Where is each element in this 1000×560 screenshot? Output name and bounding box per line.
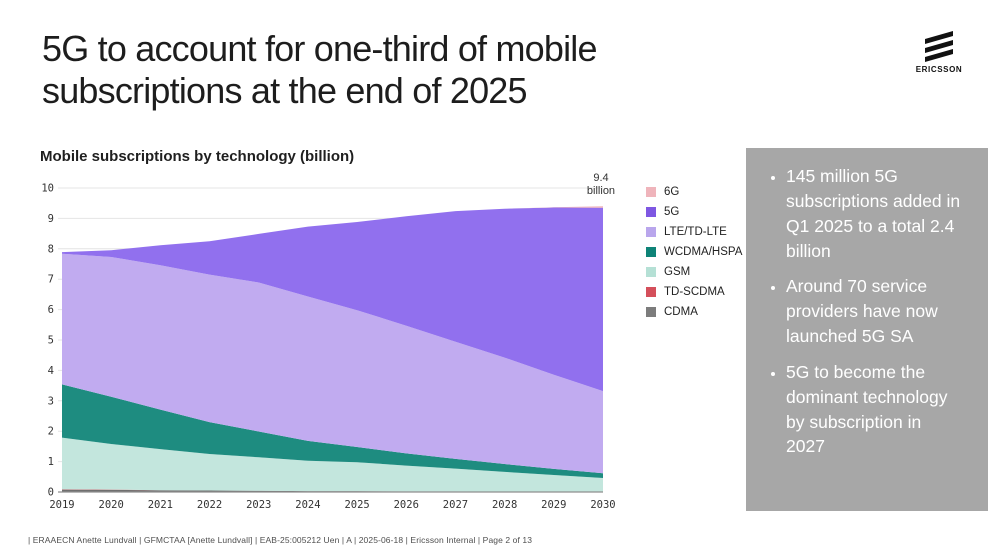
key-points-list: 145 million 5G subscriptions added in Q1…: [760, 164, 970, 459]
legend-swatch-icon: [646, 287, 656, 297]
area-series-lte-td-lte: [62, 253, 603, 474]
legend-swatch-icon: [646, 227, 656, 237]
key-point-item: 145 million 5G subscriptions added in Q1…: [786, 164, 962, 263]
area-series-5g: [62, 207, 603, 392]
svg-text:10: 10: [41, 183, 54, 195]
legend-item-6g: 6G: [646, 186, 742, 198]
area-series-wcdma-hspa: [62, 384, 603, 478]
svg-text:5: 5: [48, 335, 54, 347]
legend-label: CDMA: [664, 306, 698, 318]
legend-item-wcdma: WCDMA/HSPA: [646, 246, 742, 258]
svg-text:9: 9: [48, 213, 54, 225]
key-points-panel: 145 million 5G subscriptions added in Q1…: [746, 148, 988, 511]
svg-text:2019: 2019: [49, 499, 74, 511]
chart-title: Mobile subscriptions by technology (bill…: [40, 148, 355, 165]
logo-wordmark: ERICSSON: [915, 65, 963, 74]
svg-text:2021: 2021: [148, 499, 173, 511]
annotation-value: 9.4: [593, 172, 609, 184]
svg-text:2026: 2026: [394, 499, 419, 511]
svg-text:2028: 2028: [492, 499, 517, 511]
svg-text:3: 3: [48, 395, 54, 407]
ericsson-logo: ERICSSON: [906, 30, 972, 74]
svg-text:0: 0: [48, 487, 54, 499]
legend-label: 6G: [664, 186, 680, 198]
chart-legend: 6G 5G LTE/TD-LTE WCDMA/HSPA GSM TD-SCDMA…: [646, 186, 742, 326]
svg-text:2030: 2030: [590, 499, 615, 511]
svg-text:2024: 2024: [295, 499, 320, 511]
svg-text:2023: 2023: [246, 499, 271, 511]
slide-title: 5G to account for one-third of mobile su…: [42, 28, 598, 112]
key-point-item: Around 70 service providers have now lau…: [786, 274, 962, 349]
legend-label: TD-SCDMA: [664, 286, 725, 298]
key-point-item: 5G to become the dominant technology by …: [786, 360, 962, 459]
svg-text:2025: 2025: [344, 499, 369, 511]
ericsson-bars-icon: [925, 31, 953, 62]
legend-swatch-icon: [646, 307, 656, 317]
legend-label: LTE/TD-LTE: [664, 226, 727, 238]
legend-label: 5G: [664, 206, 680, 218]
legend-swatch-icon: [646, 247, 656, 257]
svg-text:8: 8: [48, 243, 54, 255]
legend-item-5g: 5G: [646, 206, 742, 218]
svg-text:2029: 2029: [541, 499, 566, 511]
svg-text:1: 1: [48, 456, 54, 468]
svg-text:6: 6: [48, 304, 54, 316]
legend-label: WCDMA/HSPA: [664, 246, 743, 258]
subscriptions-area-chart: 0 1 2 3 4 5 6 7 8 9 10 2019 2020 2021 2022 2023 2024 2025…: [41, 183, 615, 512]
legend-swatch-icon: [646, 207, 656, 217]
peak-value-annotation: 9.4 billion: [570, 172, 632, 198]
legend-label: GSM: [664, 266, 691, 278]
area-series-gsm: [62, 437, 603, 492]
chart-area: 0 1 2 3 4 5 6 7 8 9 10 2019 2020 2021 2022 2023 2024 2025…: [35, 172, 615, 517]
legend-swatch-icon: [646, 267, 656, 277]
legend-item-lte: LTE/TD-LTE: [646, 226, 742, 238]
svg-text:7: 7: [48, 274, 54, 286]
svg-text:2: 2: [48, 426, 54, 438]
legend-swatch-icon: [646, 187, 656, 197]
svg-text:4: 4: [48, 365, 54, 377]
svg-text:2027: 2027: [443, 499, 468, 511]
legend-item-gsm: GSM: [646, 266, 742, 278]
legend-item-cdma: CDMA: [646, 306, 742, 318]
svg-text:2022: 2022: [197, 499, 222, 511]
annotation-unit: billion: [586, 185, 616, 198]
slide-footer: | ERAAECN Anette Lundvall | GFMCTAA [Ane…: [28, 535, 533, 545]
svg-text:2020: 2020: [99, 499, 124, 511]
legend-item-tdscdma: TD-SCDMA: [646, 286, 742, 298]
